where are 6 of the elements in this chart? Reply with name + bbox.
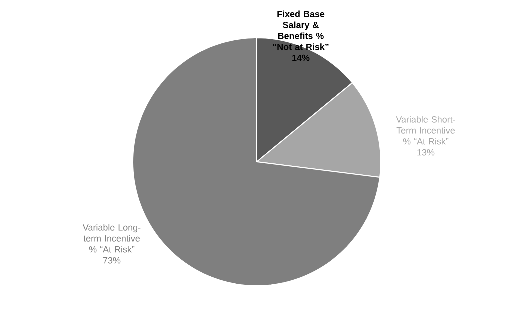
data-label: 73% <box>103 257 121 264</box>
slice-label: Variable Short-Term Incentive % “At Risk” <box>396 116 456 145</box>
data-label: 14% <box>292 54 310 62</box>
slice-label: Variable Long-term Incentive % “At Risk” <box>82 224 141 253</box>
data-label: 13% <box>418 149 435 156</box>
slice-label: Fixed Base Salary & Benefits % “Not at Risk” <box>273 10 329 50</box>
